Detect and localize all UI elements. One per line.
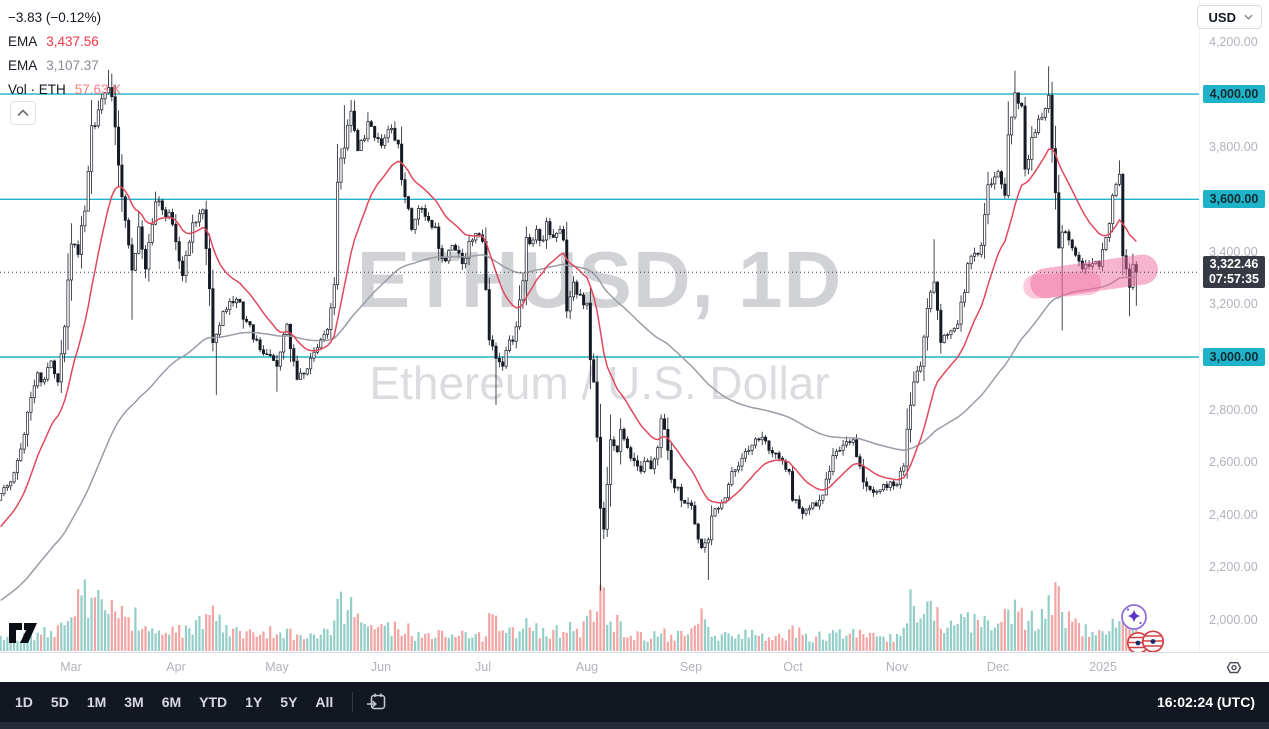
ema-slow-line xyxy=(0,254,1137,602)
pink-highlight-annotation[interactable] xyxy=(1023,254,1158,299)
bottom-toolbar: 1D 5D 1M 3M 6M YTD 1Y 5Y All 16:02:24 (UTC) xyxy=(0,682,1269,722)
month-label: Aug xyxy=(575,660,599,674)
toolbar-divider xyxy=(352,692,354,712)
range-button-1d[interactable]: 1D xyxy=(6,689,42,715)
legend-volume-row[interactable]: Vol · ETH 57.63 K xyxy=(8,78,121,102)
ema-fast-label: EMA xyxy=(8,34,38,49)
month-label: Mar xyxy=(60,660,82,674)
month-label: Oct xyxy=(783,660,803,674)
price-axis[interactable]: 3,322.46 07:57:35 4,200.00 3,800.00 3,400.… xyxy=(1199,0,1269,652)
level-price-label: 3,600.00 xyxy=(1203,190,1265,209)
month-label: Jun xyxy=(370,660,392,674)
time-axis[interactable]: Mar Apr May Jun Jul Aug Sep Oct Nov Dec 2025 xyxy=(0,652,1269,683)
axis-settings-gear-icon[interactable] xyxy=(1224,658,1244,678)
month-label: Apr xyxy=(166,660,186,674)
month-label: Dec xyxy=(986,660,1010,674)
range-button-5d[interactable]: 5D xyxy=(42,689,78,715)
tradingview-logo xyxy=(9,623,37,643)
price-tick-label: 2,600.00 xyxy=(1209,455,1258,470)
date-range-buttons: 1D 5D 1M 3M 6M YTD 1Y 5Y All xyxy=(6,689,342,715)
volume-bars xyxy=(0,579,1138,651)
legend-collapse-button[interactable] xyxy=(10,101,36,125)
range-button-all[interactable]: All xyxy=(306,689,342,715)
go-to-date-button[interactable] xyxy=(363,689,390,716)
range-button-1y[interactable]: 1Y xyxy=(236,689,271,715)
price-tick-label: 2,200.00 xyxy=(1209,560,1258,575)
last-price-value: 3,322.46 xyxy=(1209,257,1259,271)
price-chart-canvas[interactable] xyxy=(0,0,1199,652)
chart-pane[interactable]: ETHUSD, 1D Ethereum / U.S. Dollar −3.83 … xyxy=(0,0,1199,652)
range-button-ytd[interactable]: YTD xyxy=(190,689,236,715)
month-label: Jul xyxy=(475,660,491,674)
legend-change-row[interactable]: −3.83 (−0.12%) xyxy=(8,6,121,30)
month-label: Nov xyxy=(885,660,909,674)
last-price-badge: 3,322.46 07:57:35 xyxy=(1203,256,1265,288)
daily-change-value: −3.83 (−0.12%) xyxy=(8,10,102,25)
legend-ema-fast-row[interactable]: EMA 3,437.56 xyxy=(8,30,121,54)
range-button-3m[interactable]: 3M xyxy=(115,689,152,715)
volume-label: Vol · ETH xyxy=(8,82,66,97)
ema-fast-line xyxy=(0,148,1137,528)
month-label: Sep xyxy=(679,660,703,674)
price-tick-label: 3,200.00 xyxy=(1209,297,1258,312)
price-tick-label: 2,400.00 xyxy=(1209,507,1258,522)
level-price-label: 3,000.00 xyxy=(1203,348,1265,366)
price-tick-label: 4,200.00 xyxy=(1209,34,1258,49)
candlesticks xyxy=(0,66,1138,591)
price-tick-label: 3,400.00 xyxy=(1209,244,1258,259)
ema-slow-label: EMA xyxy=(8,58,38,73)
chevron-down-icon xyxy=(1244,14,1253,20)
price-tick-label: 2,800.00 xyxy=(1209,402,1258,417)
range-button-1m[interactable]: 1M xyxy=(78,689,115,715)
volume-value: 57.63 K xyxy=(74,82,122,97)
level-price-label: 4,000.00 xyxy=(1203,85,1265,104)
calendar-goto-icon xyxy=(367,693,386,709)
range-button-6m[interactable]: 6M xyxy=(153,689,190,715)
chart-legend: −3.83 (−0.12%) EMA 3,437.56 EMA 3,107.37… xyxy=(8,6,121,102)
price-tick-label: 3,800.00 xyxy=(1209,139,1258,154)
window-bottom-strip xyxy=(0,722,1269,729)
month-label: 2025 xyxy=(1089,660,1117,674)
currency-selector-value: USD xyxy=(1208,9,1236,25)
range-button-5y[interactable]: 5Y xyxy=(271,689,306,715)
clock-utc[interactable]: 16:02:24 (UTC) xyxy=(1156,694,1255,710)
month-label: May xyxy=(265,660,289,674)
price-tick-label: 2,000.00 xyxy=(1209,612,1258,627)
ema-slow-value: 3,107.37 xyxy=(46,58,99,73)
bar-countdown: 07:57:35 xyxy=(1208,272,1260,286)
currency-selector-button[interactable]: USD xyxy=(1196,5,1262,29)
legend-ema-slow-row[interactable]: EMA 3,107.37 xyxy=(8,54,121,78)
ema-fast-value: 3,437.56 xyxy=(46,34,99,49)
chevron-up-icon xyxy=(17,109,29,117)
